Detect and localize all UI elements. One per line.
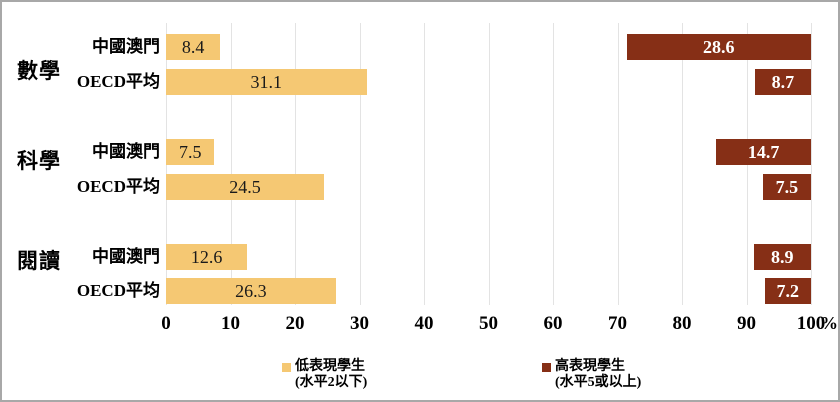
legend-swatch-low-icon [282,363,291,372]
group-label-3: 閱讀 [17,249,61,273]
bar-high-performers: 8.7 [754,69,811,95]
legend-swatch-high-icon [542,363,551,372]
gridline [359,23,361,305]
x-tick-label: 40 [414,313,434,334]
bar-value-label: 14.7 [747,142,780,162]
bar-high-performers: 14.7 [716,139,811,165]
group-label-1: 數學 [17,59,61,83]
gridline [682,23,683,305]
bar-high-performers: 7.5 [762,174,811,200]
x-tick-label: 100 [796,313,826,334]
row-label: 中國澳門 [92,37,160,56]
x-tick-label: 0 [161,313,171,334]
group-label-2: 科學 [17,149,61,173]
bar-low-performers: 8.4 [166,34,221,60]
bar-low-performers: 24.5 [166,174,325,200]
bar-low-performers: 26.3 [166,278,336,304]
row-label: OECD平均 [76,72,160,91]
x-tick-label: 90 [737,313,756,334]
bar-value-label: 7.2 [776,281,800,301]
x-tick-label: 20 [285,313,305,334]
x-tick-label: 50 [479,313,498,334]
bar-value-label: 31.1 [250,72,283,92]
x-axis-unit-label: % [820,313,838,333]
legend-label-high-line1: 高表現學生 [555,359,625,374]
gridline [230,23,232,305]
gridline [295,23,296,305]
x-tick-label: 70 [608,313,627,334]
bar-high-performers: 28.6 [626,34,811,60]
row-label: OECD平均 [76,177,160,196]
gridline [488,23,490,305]
bar-value-label: 7.5 [178,142,202,162]
gridline [424,23,425,305]
bar-high-performers: 8.9 [753,244,811,270]
legend-entry-low: 低表現學生 (水平2以下) [282,359,367,391]
bar-value-label: 8.9 [771,247,794,267]
bar-value-label: 12.6 [190,247,223,267]
x-tick-label: 10 [221,313,240,334]
gridline [811,23,812,305]
gridline [553,23,554,305]
row-label: 中國澳門 [92,247,160,266]
bar-low-performers: 7.5 [166,139,215,165]
legend-entry-high: 高表現學生 (水平5或以上) [542,359,641,391]
x-tick-label: 30 [350,313,369,334]
bar-low-performers: 12.6 [166,244,248,270]
row-label: 中國澳門 [92,142,160,161]
bar-value-label: 28.6 [703,37,735,57]
legend-label-high-line2: (水平5或以上) [555,375,642,390]
row-label: OECD平均 [76,281,160,300]
x-tick-label: 80 [672,313,692,334]
bar-value-label: 24.5 [229,177,261,197]
legend-label-low-line2: (水平2以下) [295,375,368,390]
bar-low-performers: 31.1 [166,69,367,95]
legend-label-low-line1: 低表現學生 [295,359,365,374]
gridline [617,23,619,305]
bar-value-label: 26.3 [235,281,267,301]
x-tick-label: 60 [543,313,563,334]
bar-value-label: 8.4 [181,37,205,57]
bar-value-label: 7.5 [775,177,799,197]
bar-high-performers: 7.2 [764,278,811,304]
bar-value-label: 8.7 [771,72,795,92]
